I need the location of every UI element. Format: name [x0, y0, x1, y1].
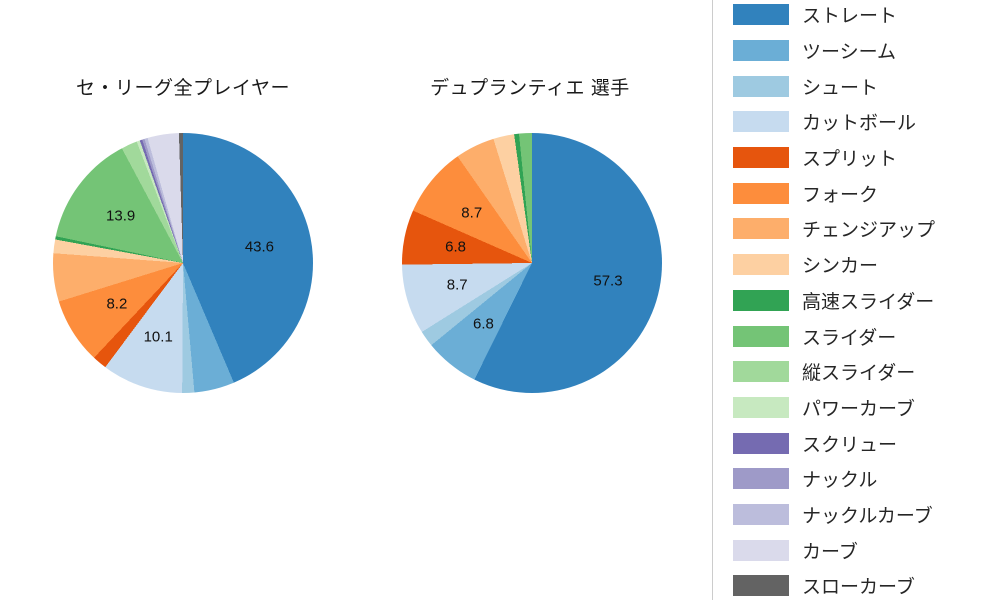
- legend-item: シュート: [713, 68, 1000, 104]
- legend-label: 縦スライダー: [802, 363, 916, 385]
- legend-label: スローカーブ: [802, 577, 915, 599]
- legend-label: 高速スライダー: [802, 291, 935, 313]
- pie-chart-league: 43.6 10.1 8.2 13.9: [53, 133, 313, 393]
- legend-swatch: [733, 254, 789, 276]
- legend-swatch: [733, 4, 789, 26]
- legend-label: シュート: [802, 77, 879, 99]
- pie-chart-player: 57.3 6.8 8.7 6.8 8.7: [402, 133, 662, 393]
- legend-label: チェンジアップ: [802, 220, 936, 242]
- pie-value-label: 6.8: [472, 315, 494, 333]
- legend-swatch: [733, 468, 789, 490]
- pie-value-label: 57.3: [593, 272, 623, 290]
- pie-value-label: 43.6: [244, 238, 275, 256]
- legend-item: ツーシーム: [713, 33, 1000, 69]
- pie-value-label: 8.2: [106, 295, 128, 313]
- legend-item: ナックル: [713, 461, 1000, 497]
- legend-swatch: [733, 147, 789, 169]
- legend-item: ストレート: [713, 0, 1000, 33]
- legend-item: 高速スライダー: [713, 283, 1000, 319]
- legend-swatch: [733, 325, 789, 347]
- chart-title-player: デュプランティエ 選手: [430, 78, 630, 99]
- legend-swatch: [733, 575, 789, 597]
- legend-swatch: [733, 289, 789, 311]
- legend-items: ストレートツーシームシュートカットボール スプリットフォークチェンジアップ シンカー…: [713, 0, 1000, 600]
- legend-swatch: [733, 111, 789, 133]
- legend-item: スプリット: [713, 140, 1000, 176]
- legend-swatch: [733, 361, 789, 383]
- pie-value-label: 6.8: [445, 238, 466, 256]
- legend-item: チェンジアップ: [713, 211, 1000, 247]
- legend-item: スローカーブ: [713, 568, 1000, 600]
- legend-label: カットボール: [802, 113, 917, 135]
- legend-item: スクリュー: [713, 425, 1000, 461]
- legend-label: ナックル: [802, 470, 878, 492]
- legend-label: シンカー: [802, 256, 879, 278]
- legend-item: スライダー: [713, 318, 1000, 354]
- legend-label: パワーカーブ: [802, 398, 915, 420]
- legend-swatch: [733, 539, 789, 561]
- chart-title-league: セ・リーグ全プレイヤー: [76, 78, 290, 99]
- legend-item: 縦スライダー: [713, 354, 1000, 390]
- legend-item: シンカー: [713, 247, 1000, 283]
- pie-value-label: 8.7: [446, 276, 468, 294]
- legend-swatch: [733, 40, 789, 62]
- legend-label: ナックルカーブ: [802, 505, 933, 527]
- legend-item: フォーク: [713, 175, 1000, 211]
- legend-label: フォーク: [802, 184, 879, 206]
- legend-item: カットボール: [713, 104, 1000, 140]
- legend-label: スプリット: [802, 149, 898, 171]
- legend-item: パワーカーブ: [713, 390, 1000, 426]
- legend-swatch: [733, 182, 789, 204]
- legend-swatch: [733, 432, 789, 454]
- legend-swatch: [733, 75, 789, 97]
- pie-value-label: 8.7: [461, 204, 483, 222]
- legend-swatch: [733, 503, 789, 525]
- legend: ストレートツーシームシュートカットボール スプリットフォークチェンジアップ シンカー…: [712, 0, 1000, 600]
- legend-swatch: [733, 396, 789, 418]
- legend-label: ツーシーム: [802, 42, 897, 64]
- legend-label: スライダー: [802, 327, 897, 349]
- pie-value-label: 13.9: [106, 207, 136, 225]
- legend-swatch: [733, 218, 789, 240]
- legend-label: カーブ: [802, 541, 858, 563]
- legend-item: ナックルカーブ: [713, 497, 1000, 533]
- legend-label: スクリュー: [802, 434, 898, 456]
- pie-value-label: 10.1: [143, 328, 173, 346]
- legend-label: ストレート: [802, 6, 898, 28]
- legend-item: カーブ: [713, 532, 1000, 568]
